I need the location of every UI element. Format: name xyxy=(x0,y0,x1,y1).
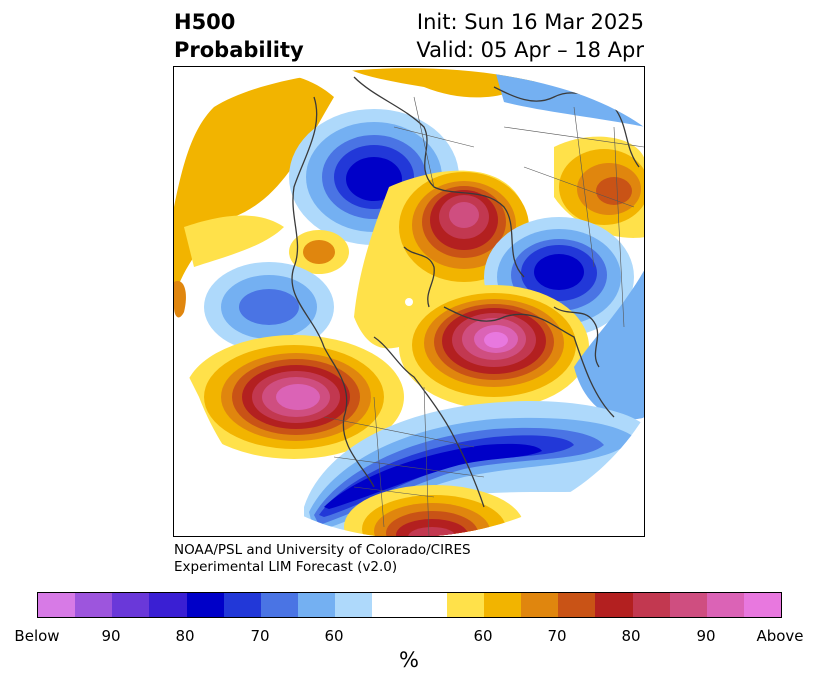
colorbar-tick-label: 80 xyxy=(175,627,195,645)
south-low-core xyxy=(324,443,542,509)
pacific-light-region xyxy=(184,215,284,267)
east-low-core xyxy=(534,254,584,290)
colorbar-swatch xyxy=(38,593,76,617)
colorbar-swatch xyxy=(260,593,299,617)
central-high-core xyxy=(484,332,508,348)
map-panel xyxy=(173,66,645,537)
colorbar-swatch xyxy=(558,593,596,617)
probability-map xyxy=(174,68,644,536)
colorbar-swatch xyxy=(298,593,336,617)
colorbar-swatch xyxy=(372,593,410,617)
north-pole-marker xyxy=(405,298,413,306)
colorbar-swatch xyxy=(335,593,373,617)
credit-block: NOAA/PSL and University of Colorado/CIRE… xyxy=(174,542,471,576)
colorbar-swatch xyxy=(521,593,559,617)
colorbar-swatch xyxy=(149,593,187,617)
colorbar-tick-label: Below xyxy=(14,627,60,645)
south-high-core xyxy=(408,527,456,536)
shading-layer xyxy=(174,68,644,536)
colorbar xyxy=(37,592,782,618)
colorbar-tick-label: 70 xyxy=(250,627,270,645)
colorbar-swatch xyxy=(223,593,261,617)
pacific-low-core xyxy=(239,289,299,325)
asia-high-core xyxy=(449,202,479,228)
atlantic-negative-band xyxy=(574,267,644,420)
npac-high-core xyxy=(303,240,335,264)
credit-product: Experimental LIM Forecast (v2.0) xyxy=(174,559,398,575)
colorbar-swatch xyxy=(186,593,224,617)
colorbar-swatch xyxy=(75,593,113,617)
title-field: Probability xyxy=(174,38,304,62)
west-high-core xyxy=(276,384,320,410)
colorbar-swatch xyxy=(632,593,670,617)
colorbar-swatch xyxy=(409,593,447,617)
colorbar-tick-label: 80 xyxy=(621,627,641,645)
europe-high-core xyxy=(596,177,632,205)
pacific-positive-region xyxy=(174,71,334,297)
colorbar-swatch xyxy=(446,593,484,617)
colorbar-swatch xyxy=(483,593,522,617)
forecast-dates: Init: Sun 16 Mar 2025 Valid: 05 Apr – 18… xyxy=(300,8,644,64)
colorbar-tick-label: Above xyxy=(756,627,804,645)
pacific-orange-spot xyxy=(174,281,186,318)
colorbar-tick-label: 60 xyxy=(473,627,493,645)
colorbar-swatch xyxy=(669,593,707,617)
valid-period: Valid: 05 Apr – 18 Apr xyxy=(416,38,644,62)
init-date: Init: Sun 16 Mar 2025 xyxy=(416,10,644,34)
colorbar-tick-label: 90 xyxy=(101,627,121,645)
map-title: H500 Probability xyxy=(174,8,304,64)
credit-institutions: NOAA/PSL and University of Colorado/CIRE… xyxy=(174,542,471,558)
colorbar-swatch xyxy=(112,593,150,617)
colorbar-tick-label: 90 xyxy=(696,627,716,645)
colorbar-tick-label: 60 xyxy=(324,627,344,645)
colorbar-swatch xyxy=(595,593,633,617)
colorbar-swatch xyxy=(706,593,744,617)
borders xyxy=(323,96,644,536)
colorbar-tick-label: 70 xyxy=(547,627,567,645)
colorbar-unit: % xyxy=(399,648,419,672)
title-variable: H500 xyxy=(174,10,236,34)
coastlines xyxy=(291,76,640,508)
colorbar-swatch xyxy=(743,593,782,617)
